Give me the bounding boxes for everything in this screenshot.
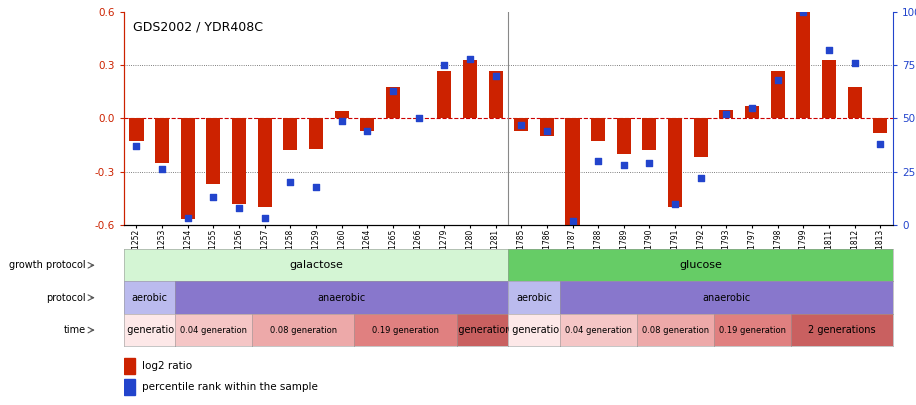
- Point: [796, 9, 811, 15]
- Bar: [540, 119, 554, 136]
- Bar: [129, 119, 144, 141]
- Point: [693, 175, 708, 181]
- Point: [283, 179, 298, 185]
- Point: [360, 128, 375, 134]
- Bar: [155, 119, 169, 163]
- Bar: [283, 119, 298, 150]
- Bar: [124, 379, 136, 395]
- Text: 0.08 generation: 0.08 generation: [641, 326, 709, 335]
- Point: [180, 215, 195, 222]
- Point: [129, 143, 144, 149]
- Point: [822, 47, 836, 54]
- Bar: [822, 60, 836, 119]
- Bar: [591, 119, 605, 141]
- Point: [591, 158, 605, 164]
- Bar: [565, 119, 580, 225]
- Bar: [360, 119, 375, 131]
- Point: [257, 215, 272, 222]
- Point: [565, 217, 580, 224]
- Text: percentile rank within the sample: percentile rank within the sample: [142, 382, 318, 392]
- Text: protocol: protocol: [46, 293, 86, 303]
- Point: [309, 183, 323, 190]
- Text: 0.19 generation: 0.19 generation: [372, 326, 440, 335]
- Text: 0.04 generation: 0.04 generation: [564, 326, 632, 335]
- Bar: [796, 12, 811, 119]
- Bar: [873, 119, 888, 133]
- Text: 2 generations: 2 generations: [449, 325, 517, 335]
- Text: anaerobic: anaerobic: [703, 293, 750, 303]
- Bar: [745, 106, 759, 119]
- Point: [770, 77, 785, 83]
- Point: [745, 104, 759, 111]
- Text: 0.08 generation: 0.08 generation: [269, 326, 337, 335]
- Bar: [257, 119, 272, 207]
- Bar: [232, 119, 246, 204]
- Text: 0.19 generation: 0.19 generation: [718, 326, 786, 335]
- Text: GDS2002 / YDR408C: GDS2002 / YDR408C: [133, 20, 263, 33]
- Bar: [488, 70, 503, 119]
- Bar: [616, 119, 631, 154]
- Bar: [180, 119, 195, 220]
- Point: [488, 73, 503, 79]
- Text: time: time: [63, 325, 86, 335]
- Point: [668, 200, 682, 207]
- Text: growth protocol: growth protocol: [9, 260, 86, 270]
- Text: galactose: galactose: [289, 260, 343, 270]
- Bar: [386, 87, 400, 119]
- Bar: [463, 60, 477, 119]
- Text: anaerobic: anaerobic: [318, 293, 365, 303]
- Bar: [514, 119, 529, 131]
- Text: aerobic: aerobic: [516, 293, 552, 303]
- Bar: [642, 119, 657, 150]
- Point: [334, 117, 349, 124]
- Text: glucose: glucose: [680, 260, 722, 270]
- Point: [719, 111, 734, 117]
- Point: [616, 162, 631, 168]
- Text: 0 generation: 0 generation: [503, 325, 565, 335]
- Text: 2 generations: 2 generations: [808, 325, 876, 335]
- Text: 0.04 generation: 0.04 generation: [180, 326, 247, 335]
- Text: log2 ratio: log2 ratio: [142, 361, 192, 371]
- Point: [873, 141, 888, 147]
- Bar: [206, 119, 221, 184]
- Bar: [847, 87, 862, 119]
- Bar: [668, 119, 682, 207]
- Point: [514, 122, 529, 128]
- Text: aerobic: aerobic: [131, 293, 168, 303]
- Point: [206, 194, 221, 200]
- Bar: [124, 358, 136, 374]
- Point: [437, 62, 452, 68]
- Text: 0 generation: 0 generation: [118, 325, 180, 335]
- Bar: [309, 119, 323, 149]
- Bar: [770, 70, 785, 119]
- Bar: [693, 119, 708, 158]
- Point: [463, 56, 477, 62]
- Point: [642, 160, 657, 166]
- Point: [386, 87, 400, 94]
- Point: [155, 166, 169, 173]
- Bar: [437, 70, 452, 119]
- Point: [540, 128, 554, 134]
- Point: [411, 115, 426, 122]
- Bar: [334, 111, 349, 119]
- Bar: [719, 110, 734, 119]
- Point: [232, 205, 246, 211]
- Point: [847, 60, 862, 66]
